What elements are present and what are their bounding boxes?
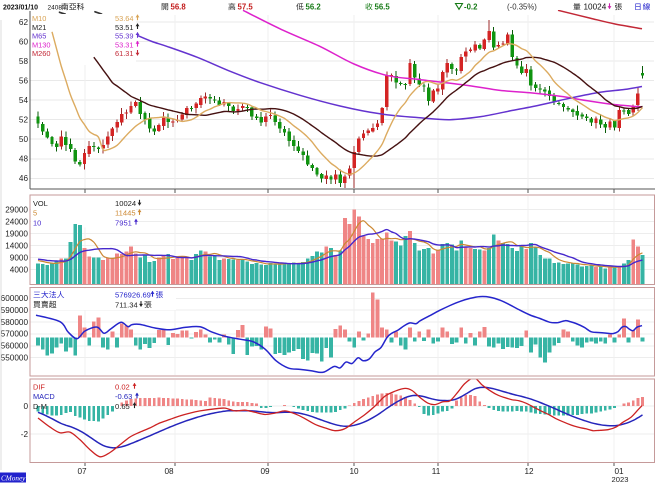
svg-text:MACD: MACD	[33, 392, 55, 401]
svg-text:60: 60	[19, 37, 29, 46]
svg-text:53.31: 53.31	[115, 40, 134, 49]
svg-text:4000: 4000	[10, 265, 29, 274]
svg-text:10024: 10024	[584, 3, 607, 12]
svg-text:53.51: 53.51	[115, 23, 134, 32]
svg-text:55.39: 55.39	[115, 32, 134, 41]
svg-text:11445: 11445	[115, 209, 136, 218]
svg-text:(-0.35%): (-0.35%)	[507, 3, 537, 12]
svg-text:29000: 29000	[5, 205, 28, 214]
svg-text:07: 07	[77, 467, 87, 476]
svg-text:24000: 24000	[5, 217, 28, 226]
svg-text:56.2: 56.2	[306, 3, 322, 12]
svg-text:58: 58	[19, 57, 29, 66]
svg-text:57.5: 57.5	[238, 3, 254, 12]
svg-text:46: 46	[19, 174, 29, 183]
svg-text:711.34: 711.34	[115, 300, 138, 309]
svg-text:9000: 9000	[10, 253, 29, 262]
svg-text:CMoney: CMoney	[1, 475, 26, 483]
svg-text:10: 10	[349, 467, 359, 476]
svg-text:12: 12	[524, 467, 534, 476]
svg-text:590000: 590000	[1, 306, 29, 315]
svg-text:2408: 2408	[48, 5, 63, 12]
svg-text:M21: M21	[32, 23, 46, 32]
svg-text:56.8: 56.8	[171, 3, 187, 12]
svg-text:0: 0	[23, 402, 28, 411]
svg-text:-0.2: -0.2	[464, 3, 478, 12]
svg-text:50: 50	[19, 135, 29, 144]
svg-text:570000: 570000	[1, 330, 29, 339]
svg-text:10024: 10024	[115, 199, 136, 208]
svg-text:52: 52	[19, 116, 29, 125]
svg-text:19000: 19000	[5, 229, 28, 238]
svg-text:62: 62	[19, 18, 29, 27]
svg-text:580000: 580000	[1, 318, 29, 327]
svg-text:0.02: 0.02	[115, 383, 130, 392]
svg-text:08: 08	[164, 467, 174, 476]
svg-text:48: 48	[19, 155, 29, 164]
svg-text:54: 54	[19, 96, 29, 105]
svg-text:600000: 600000	[1, 294, 29, 303]
svg-text:56: 56	[19, 76, 29, 85]
svg-text:DIF: DIF	[33, 383, 45, 392]
svg-text:53.64: 53.64	[115, 14, 134, 23]
svg-text:560000: 560000	[1, 342, 29, 351]
svg-text:56.5: 56.5	[375, 3, 391, 12]
svg-text:7951: 7951	[115, 218, 132, 227]
svg-text:M10: M10	[32, 14, 46, 23]
svg-text:-0.63: -0.63	[115, 392, 132, 401]
svg-text:01: 01	[614, 467, 624, 476]
svg-text:2023/01/10: 2023/01/10	[3, 5, 38, 12]
svg-text:0.65: 0.65	[115, 402, 130, 411]
svg-text:576926.69: 576926.69	[115, 291, 151, 300]
svg-text:VOL: VOL	[33, 199, 48, 208]
svg-text:09: 09	[260, 467, 270, 476]
svg-text:11: 11	[432, 467, 441, 476]
svg-text:D-M: D-M	[33, 402, 47, 411]
svg-text:14000: 14000	[5, 241, 28, 250]
svg-text:550000: 550000	[1, 353, 29, 362]
svg-text:61.31: 61.31	[115, 49, 134, 58]
svg-text:5: 5	[33, 209, 37, 218]
svg-text:10: 10	[33, 218, 41, 227]
svg-text:M260: M260	[32, 49, 51, 58]
svg-text:M65: M65	[32, 32, 46, 41]
svg-text:-2: -2	[21, 430, 29, 439]
svg-text:2023: 2023	[612, 475, 629, 484]
svg-text:M130: M130	[32, 40, 51, 49]
